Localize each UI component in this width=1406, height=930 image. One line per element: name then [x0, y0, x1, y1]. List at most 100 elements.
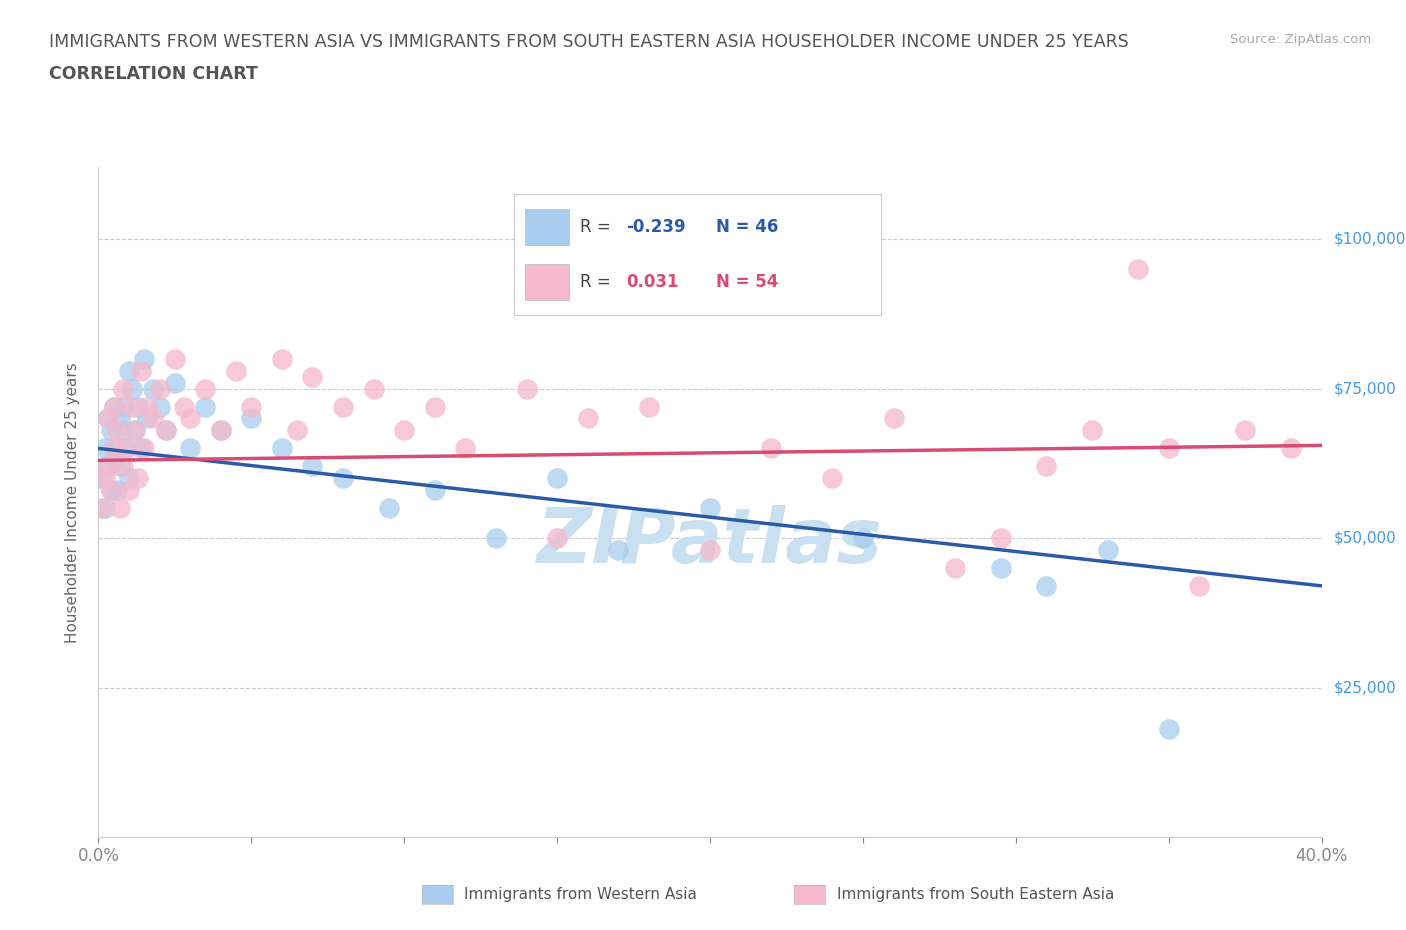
Point — [699, 542, 721, 557]
Point — [115, 441, 138, 456]
Point — [97, 411, 120, 426]
Point — [240, 411, 263, 426]
Point — [108, 500, 131, 515]
Point — [1157, 441, 1180, 456]
Text: IMMIGRANTS FROM WESTERN ASIA VS IMMIGRANTS FROM SOUTH EASTERN ASIA HOUSEHOLDER I: IMMIGRANTS FROM WESTERN ASIA VS IMMIGRAN… — [49, 33, 1129, 50]
Text: $75,000: $75,000 — [1334, 381, 1396, 396]
Point — [363, 381, 385, 396]
Point — [209, 423, 232, 438]
Text: Source: ZipAtlas.com: Source: ZipAtlas.com — [1230, 33, 1371, 46]
Point — [883, 411, 905, 426]
Point — [423, 399, 446, 414]
Point — [270, 441, 292, 456]
Point — [576, 411, 599, 426]
Point — [194, 381, 217, 396]
Point — [1128, 261, 1150, 276]
Point — [546, 531, 568, 546]
Point — [516, 381, 538, 396]
Point — [149, 381, 172, 396]
Point — [118, 471, 141, 485]
Point — [103, 441, 125, 456]
Point — [173, 399, 195, 414]
Point — [111, 423, 134, 438]
Point — [105, 423, 128, 438]
Text: $100,000: $100,000 — [1334, 232, 1406, 246]
Point — [121, 399, 143, 414]
Point — [111, 458, 134, 473]
Point — [129, 364, 152, 379]
Point — [1234, 423, 1257, 438]
Point — [118, 364, 141, 379]
Point — [179, 441, 201, 456]
Point — [142, 411, 165, 426]
Point — [209, 423, 232, 438]
Point — [637, 399, 661, 414]
Point — [97, 458, 120, 473]
Point — [990, 531, 1012, 546]
Point — [108, 411, 131, 426]
Point — [136, 399, 159, 414]
Point — [124, 423, 146, 438]
Point — [124, 423, 146, 438]
Point — [301, 369, 323, 384]
Point — [607, 542, 630, 557]
Y-axis label: Householder Income Under 25 years: Householder Income Under 25 years — [65, 362, 80, 643]
Point — [423, 483, 446, 498]
Point — [225, 364, 247, 379]
Point — [163, 375, 186, 390]
Point — [821, 471, 844, 485]
Point — [121, 381, 143, 396]
Point — [103, 399, 125, 414]
Point — [142, 381, 165, 396]
Point — [155, 423, 177, 438]
Point — [285, 423, 308, 438]
Point — [240, 399, 263, 414]
Point — [1081, 423, 1104, 438]
Point — [134, 441, 156, 456]
Point — [155, 423, 177, 438]
Point — [759, 441, 782, 456]
Text: Immigrants from South Eastern Asia: Immigrants from South Eastern Asia — [837, 887, 1114, 902]
Point — [93, 471, 115, 485]
Point — [127, 399, 149, 414]
Point — [118, 483, 141, 498]
Point — [392, 423, 416, 438]
Point — [103, 399, 125, 414]
Point — [852, 531, 875, 546]
Text: Immigrants from Western Asia: Immigrants from Western Asia — [464, 887, 697, 902]
Point — [100, 483, 122, 498]
Point — [301, 458, 323, 473]
Point — [93, 500, 115, 515]
Point — [100, 423, 122, 438]
Point — [378, 500, 401, 515]
Point — [93, 441, 115, 456]
Point — [136, 411, 159, 426]
Point — [194, 399, 217, 414]
Point — [134, 352, 156, 366]
Point — [1035, 458, 1057, 473]
Point — [149, 399, 172, 414]
Point — [90, 500, 112, 515]
Point — [90, 471, 112, 485]
Point — [179, 411, 201, 426]
Point — [270, 352, 292, 366]
Point — [454, 441, 477, 456]
Point — [129, 441, 152, 456]
Point — [105, 441, 128, 456]
Point — [105, 483, 128, 498]
Point — [111, 399, 134, 414]
Point — [108, 458, 131, 473]
Point — [485, 531, 508, 546]
Point — [332, 471, 354, 485]
Point — [546, 471, 568, 485]
Point — [111, 381, 134, 396]
Text: $25,000: $25,000 — [1334, 680, 1396, 695]
Point — [1188, 578, 1211, 593]
Text: CORRELATION CHART: CORRELATION CHART — [49, 65, 259, 83]
Point — [1097, 542, 1119, 557]
Point — [97, 458, 120, 473]
Point — [100, 483, 122, 498]
Point — [103, 453, 125, 468]
Point — [1035, 578, 1057, 593]
Point — [699, 500, 721, 515]
